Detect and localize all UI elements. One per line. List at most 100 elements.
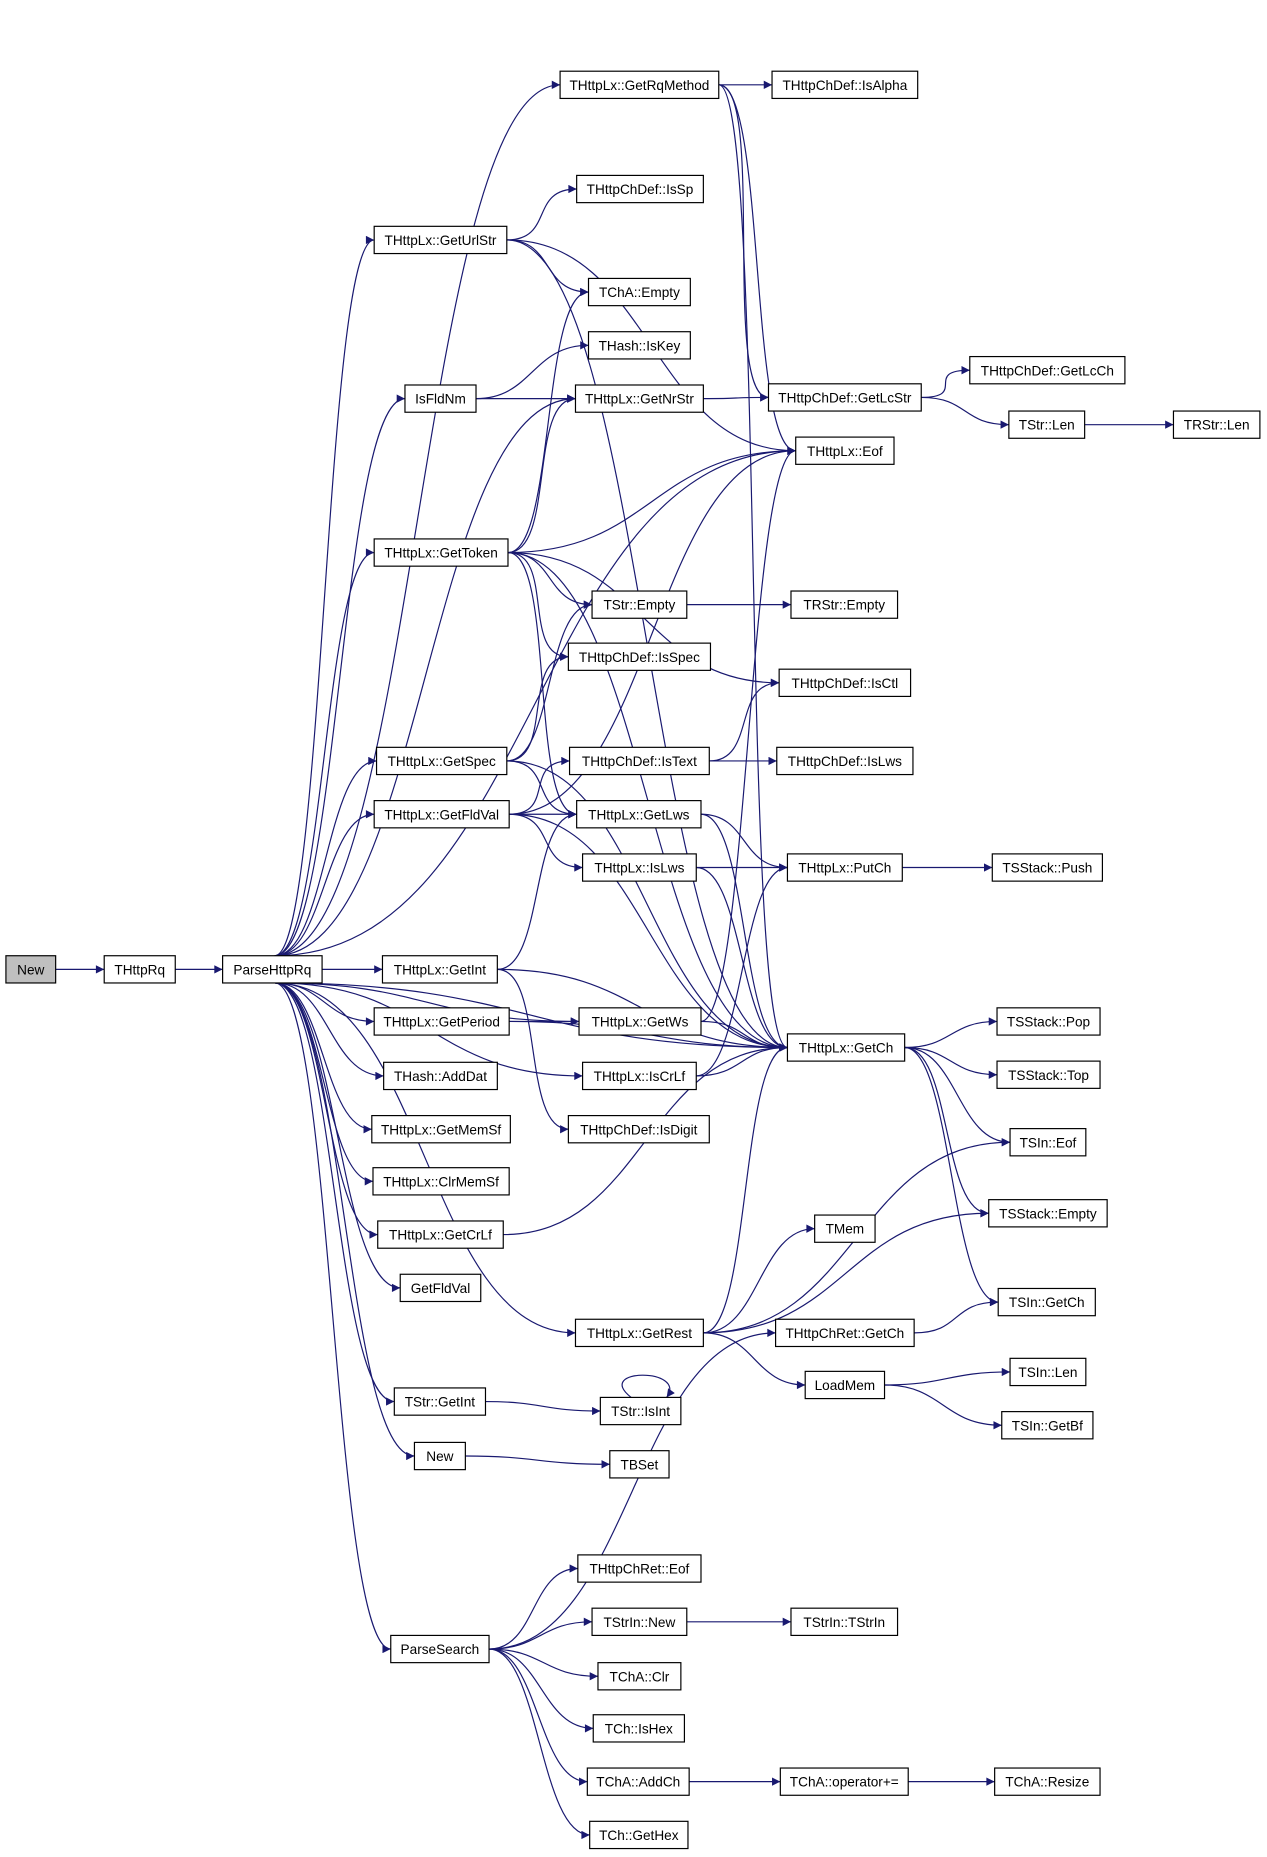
edge-ParseHttpRq-to-GetSpec — [274, 756, 377, 957]
node-IsAlpha[interactable]: THttpChDef::IsAlpha — [771, 70, 919, 100]
node-IsCrLf[interactable]: THttpLx::IsCrLf — [581, 1061, 697, 1091]
node-GetRqMethod[interactable]: THttpLx::GetRqMethod — [559, 70, 720, 100]
node-Push[interactable]: TSStack::Push — [991, 853, 1104, 882]
node-OpPlusEq[interactable]: TChA::operator+= — [779, 1767, 909, 1796]
node-New[interactable]: New — [5, 955, 57, 984]
node-label: TSIn::Eof — [1020, 1135, 1077, 1150]
edge-StrIsInt-to-StrIsInt — [621, 1374, 675, 1398]
node-SStackEmpty[interactable]: TSStack::Empty — [988, 1199, 1108, 1228]
node-box — [988, 1199, 1108, 1228]
node-AddCh[interactable]: TChA::AddCh — [586, 1767, 690, 1796]
node-label: THttpChDef::GetLcCh — [981, 363, 1114, 378]
edge-LxGetFldVal-to-IsText — [509, 756, 570, 815]
node-SInLen[interactable]: TSIn::Len — [1009, 1357, 1087, 1387]
node-GetCh[interactable]: THttpLx::GetCh — [786, 1033, 906, 1062]
node-box — [581, 1061, 697, 1091]
node-label: THttpLx::GetPeriod — [383, 1015, 499, 1030]
node-GetLws[interactable]: THttpLx::GetLws — [576, 800, 702, 829]
node-IsHex[interactable]: TCh::IsHex — [592, 1714, 686, 1743]
node-GetToken[interactable]: THttpLx::GetToken — [373, 538, 509, 567]
node-THttpRq[interactable]: THttpRq — [103, 955, 176, 984]
node-IsKey[interactable]: THash::IsKey — [587, 331, 691, 360]
node-ChRetEof[interactable]: THttpChRet::Eof — [577, 1554, 702, 1583]
node-box — [790, 590, 899, 619]
node-TStrEmpty[interactable]: TStr::Empty — [591, 590, 688, 619]
node-GetUrlStr[interactable]: THttpLx::GetUrlStr — [373, 225, 508, 255]
node-TBSet[interactable]: TBSet — [609, 1450, 670, 1479]
node-TChAEmpty[interactable]: TChA::Empty — [587, 277, 691, 307]
node-LxIsLws[interactable]: THttpLx::IsLws — [581, 853, 697, 882]
node-TStrLen[interactable]: TStr::Len — [1008, 410, 1086, 439]
node-label: THttpLx::GetCrLf — [389, 1228, 492, 1243]
node-label: THttpLx::GetUrlStr — [385, 233, 497, 248]
node-box — [1172, 410, 1261, 439]
node-label: TStr::IsInt — [611, 1404, 670, 1419]
node-GetInt[interactable]: THttpLx::GetInt — [381, 955, 498, 984]
node-ChDefIsLws[interactable]: THttpChDef::IsLws — [776, 746, 914, 776]
node-ParseHttpRq[interactable]: ParseHttpRq — [222, 955, 323, 984]
edge-ParseHttpRq-to-GetMemSf — [274, 982, 372, 1134]
node-TRStrEmpty[interactable]: TRStr::Empty — [790, 590, 899, 619]
node-IsCtl[interactable]: THttpChDef::IsCtl — [778, 668, 912, 698]
edge-ParseHttpRq-to-ParseSearch — [274, 982, 391, 1654]
nodes-layer: New THttpRq ParseHttpRq THttpLx::GetRqMetho… — [5, 70, 1261, 1850]
node-ClrMemSf[interactable]: THttpLx::ClrMemSf — [372, 1167, 510, 1196]
node-label: THttpLx::PutCh — [798, 861, 891, 876]
node-box — [804, 1370, 886, 1400]
node-PutCh[interactable]: THttpLx::PutCh — [786, 853, 903, 882]
node-IsDigit[interactable]: THttpChDef::IsDigit — [567, 1114, 710, 1144]
node-GetMemSf[interactable]: THttpLx::GetMemSf — [371, 1114, 511, 1144]
node-ParseSearch[interactable]: ParseSearch — [390, 1634, 490, 1664]
node-GetCrLf[interactable]: THttpLx::GetCrLf — [377, 1220, 504, 1249]
node-TRStrLen[interactable]: TRStr::Len — [1172, 410, 1261, 439]
node-GetFldVal[interactable]: GetFldVal — [399, 1273, 482, 1303]
node-ChAClr[interactable]: TChA::Clr — [597, 1662, 682, 1691]
node-label: GetFldVal — [411, 1281, 471, 1296]
edge-GetRqMethod-to-GetCh — [718, 84, 788, 1052]
node-label: THash::IsKey — [599, 338, 681, 353]
edges-layer — [55, 80, 1174, 1840]
node-GetRest[interactable]: THttpLx::GetRest — [574, 1318, 704, 1348]
node-GetLcStr[interactable]: THttpChDef::GetLcStr — [767, 383, 922, 412]
node-label: TStrIn::New — [603, 1615, 675, 1630]
node-label: New — [426, 1449, 453, 1464]
node-AddDat[interactable]: THash::AddDat — [383, 1061, 498, 1091]
node-SInGetBf[interactable]: TSIn::GetBf — [1001, 1411, 1094, 1440]
node-StrInCtor[interactable]: TStrIn::TStrIn — [790, 1607, 899, 1637]
node-GetWs[interactable]: THttpLx::GetWs — [578, 1007, 702, 1036]
node-box — [373, 538, 509, 567]
node-box — [567, 1114, 710, 1144]
node-LoadMem[interactable]: LoadMem — [804, 1370, 886, 1400]
node-IsSp[interactable]: THttpChDef::IsSp — [576, 174, 704, 204]
node-label: THttpLx::GetMemSf — [381, 1122, 501, 1137]
node-SInGetCh[interactable]: TSIn::GetCh — [997, 1287, 1096, 1317]
node-SInEof[interactable]: TSIn::Eof — [1009, 1128, 1087, 1157]
node-LxEof[interactable]: THttpLx::Eof — [795, 436, 895, 465]
node-LxGetFldVal[interactable]: THttpLx::GetFldVal — [373, 800, 510, 829]
node-label: TStrIn::TStrIn — [803, 1615, 885, 1630]
node-StrInNew[interactable]: TStrIn::New — [591, 1607, 688, 1637]
node-GetHex[interactable]: TCh::GetHex — [589, 1820, 689, 1850]
node-New2[interactable]: New — [413, 1441, 466, 1471]
node-TMem[interactable]: TMem — [814, 1214, 876, 1243]
node-IsText[interactable]: THttpChDef::IsText — [568, 746, 710, 776]
node-label: TChA::Clr — [610, 1669, 670, 1684]
node-ChRetGetCh[interactable]: THttpChRet::GetCh — [775, 1318, 915, 1348]
node-Pop[interactable]: TSStack::Pop — [996, 1007, 1101, 1036]
node-label: ParseHttpRq — [233, 962, 311, 977]
node-IsFldNm[interactable]: IsFldNm — [404, 384, 477, 413]
node-Top[interactable]: TSStack::Top — [996, 1060, 1101, 1089]
edge-GetCh-to-Top — [904, 1046, 998, 1079]
node-box — [371, 1114, 511, 1144]
node-GetNrStr[interactable]: THttpLx::GetNrStr — [574, 384, 704, 413]
edge-LxGetFldVal-to-GetCh — [509, 813, 788, 1052]
node-GetPeriod[interactable]: THttpLx::GetPeriod — [373, 1007, 510, 1036]
node-StrIsInt[interactable]: TStr::IsInt — [599, 1396, 682, 1426]
node-GetLcCh[interactable]: THttpChDef::GetLcCh — [969, 355, 1126, 385]
edge-GetCh-to-SStackEmpty — [904, 1046, 989, 1218]
node-StrGetInt[interactable]: TStr::GetInt — [393, 1387, 487, 1416]
node-IsSpec[interactable]: THttpChDef::IsSpec — [567, 642, 712, 671]
node-Resize[interactable]: TChA::Resize — [994, 1767, 1101, 1796]
node-GetSpec[interactable]: THttpLx::GetSpec — [375, 746, 508, 776]
